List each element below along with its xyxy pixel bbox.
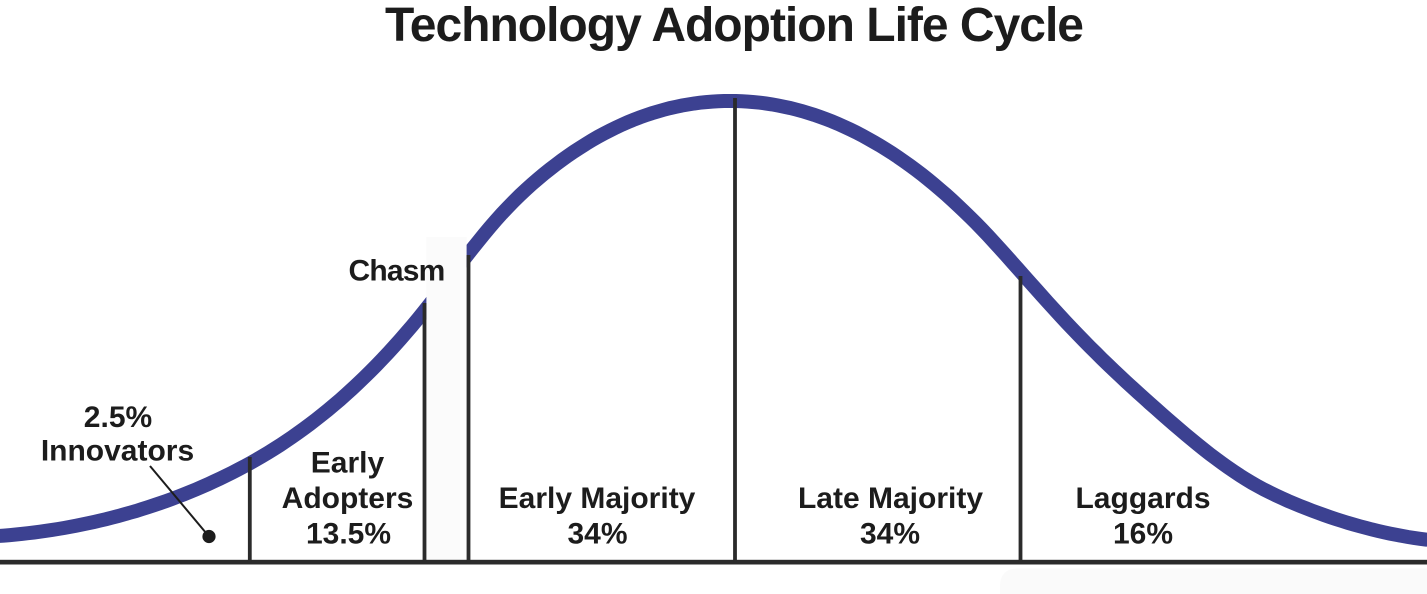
svg-text:13.5%: 13.5% <box>306 518 391 551</box>
svg-text:Chasm: Chasm <box>348 255 444 288</box>
svg-text:Adopters: Adopters <box>282 482 414 515</box>
svg-text:Laggards: Laggards <box>1075 482 1210 515</box>
svg-text:34%: 34% <box>567 518 627 551</box>
svg-text:34%: 34% <box>860 518 920 551</box>
svg-text:Late Majority: Late Majority <box>798 482 983 515</box>
svg-text:16%: 16% <box>1113 518 1173 551</box>
svg-text:Early: Early <box>311 447 385 480</box>
svg-text:Innovators: Innovators <box>41 434 194 467</box>
svg-text:Technology Adoption Life Cycle: Technology Adoption Life Cycle <box>385 0 1083 52</box>
svg-text:Early Majority: Early Majority <box>499 482 696 515</box>
svg-text:2.5%: 2.5% <box>84 401 152 434</box>
